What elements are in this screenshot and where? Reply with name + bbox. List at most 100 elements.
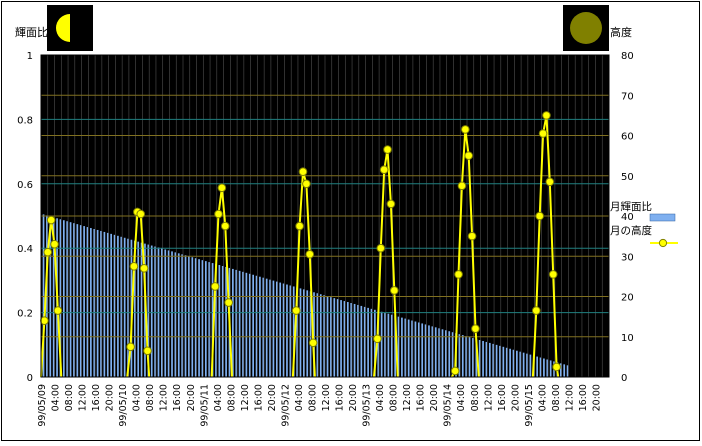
illumination-bar [316,293,319,377]
illumination-bar [110,233,112,377]
illumination-bar [424,324,427,377]
illumination-bar [306,290,309,377]
illumination-bar [296,287,298,377]
illumination-bar [208,262,211,377]
illumination-bar [120,236,123,377]
x-tick-label: 16:00 [335,384,346,411]
illumination-bar [505,347,508,377]
illumination-bar [458,334,461,377]
x-tick-label: 12:00 [78,384,89,411]
illumination-bar [194,258,197,377]
illumination-bar [549,360,552,377]
illumination-bar [198,259,200,377]
illumination-bar [245,272,248,377]
altitude-point [467,231,477,241]
illumination-bar [546,359,549,377]
altitude-point [535,211,544,221]
illumination-bar [181,254,183,377]
illumination-bar [150,245,153,377]
illumination-bar [103,231,106,377]
x-tick-label: 04:00 [294,384,305,411]
illumination-bar [171,251,173,377]
x-tick-label: 04:00 [51,384,62,411]
illumination-bar [211,263,214,377]
altitude-point [379,165,389,175]
illumination-bar [512,349,515,377]
illumination-bar [363,306,366,377]
illumination-bar [343,301,346,377]
illumination-bar [374,309,376,377]
illumination-bar [42,214,45,377]
illumination-bar [255,275,258,377]
x-tick-label: 99/05/09 [37,384,48,427]
illumination-bar [404,318,407,377]
illumination-bar [140,242,143,377]
illumination-bar [559,363,562,377]
altitude-point [291,306,301,315]
illumination-bar [286,284,288,377]
left-tick-label: 1 [27,51,33,62]
illumination-bar [188,256,190,377]
illumination-bar [421,323,424,377]
illumination-bar [384,312,386,377]
plot-border [40,54,610,378]
x-tick-label: 12:00 [402,384,413,411]
illumination-bar [225,266,227,377]
illumination-bar [164,249,167,377]
altitude-point [471,324,480,334]
illumination-bar [137,241,140,377]
x-tick-label: 99/05/11 [199,384,210,427]
x-tick-label: 20:00 [348,384,359,411]
illumination-bar [417,322,420,377]
illumination-bar [485,341,488,377]
illumination-bar [184,255,187,377]
right-tick-label: 80 [621,51,634,62]
x-tick-label: 20:00 [429,384,440,411]
x-tick-label: 16:00 [172,384,183,411]
illumination-bar [482,340,484,377]
illumination-bar [96,229,99,377]
x-tick-label: 16:00 [416,384,427,411]
altitude-point [126,342,135,352]
x-tick-label: 20:00 [510,384,521,411]
illumination-bar [154,246,156,377]
illumination-bar [563,364,566,377]
illumination-bar [272,280,275,377]
illumination-bar [252,274,254,377]
illumination-bar [353,303,356,377]
right-tick-label: 40 [621,212,634,223]
altitude-point [461,125,470,134]
illumination-bar [370,308,373,377]
illumination-bar [86,227,89,377]
x-tick-label: 16:00 [578,384,589,411]
altitude-point [46,215,56,225]
x-tick-label: 99/05/12 [280,384,291,427]
x-tick-label: 16:00 [91,384,102,411]
x-tick-label: 20:00 [186,384,197,411]
right-tick-label: 50 [621,172,634,183]
altitude-point [295,221,304,231]
x-tick-label: 12:00 [240,384,251,411]
illumination-bar [340,300,342,377]
illumination-bar [299,288,302,377]
altitude-point [376,243,386,253]
illumination-bar [292,286,295,377]
illumination-bar [397,316,400,377]
illumination-bar [414,321,417,377]
altitude-point [143,346,152,356]
illumination-bar [235,269,238,377]
illumination-bar [431,326,434,377]
illumination-bar [167,250,170,377]
x-tick-label: 99/05/14 [443,384,454,427]
x-tick-label: 99/05/13 [362,384,373,427]
illumination-bar [90,228,92,377]
illumination-bar [265,278,268,377]
altitude-point [305,249,315,259]
altitude-point [545,177,555,187]
illumination-bar [387,313,390,377]
altitude-point [383,145,392,154]
x-tick-label: 20:00 [591,384,602,411]
illumination-bar [543,358,545,377]
illumination-bar [147,244,150,377]
